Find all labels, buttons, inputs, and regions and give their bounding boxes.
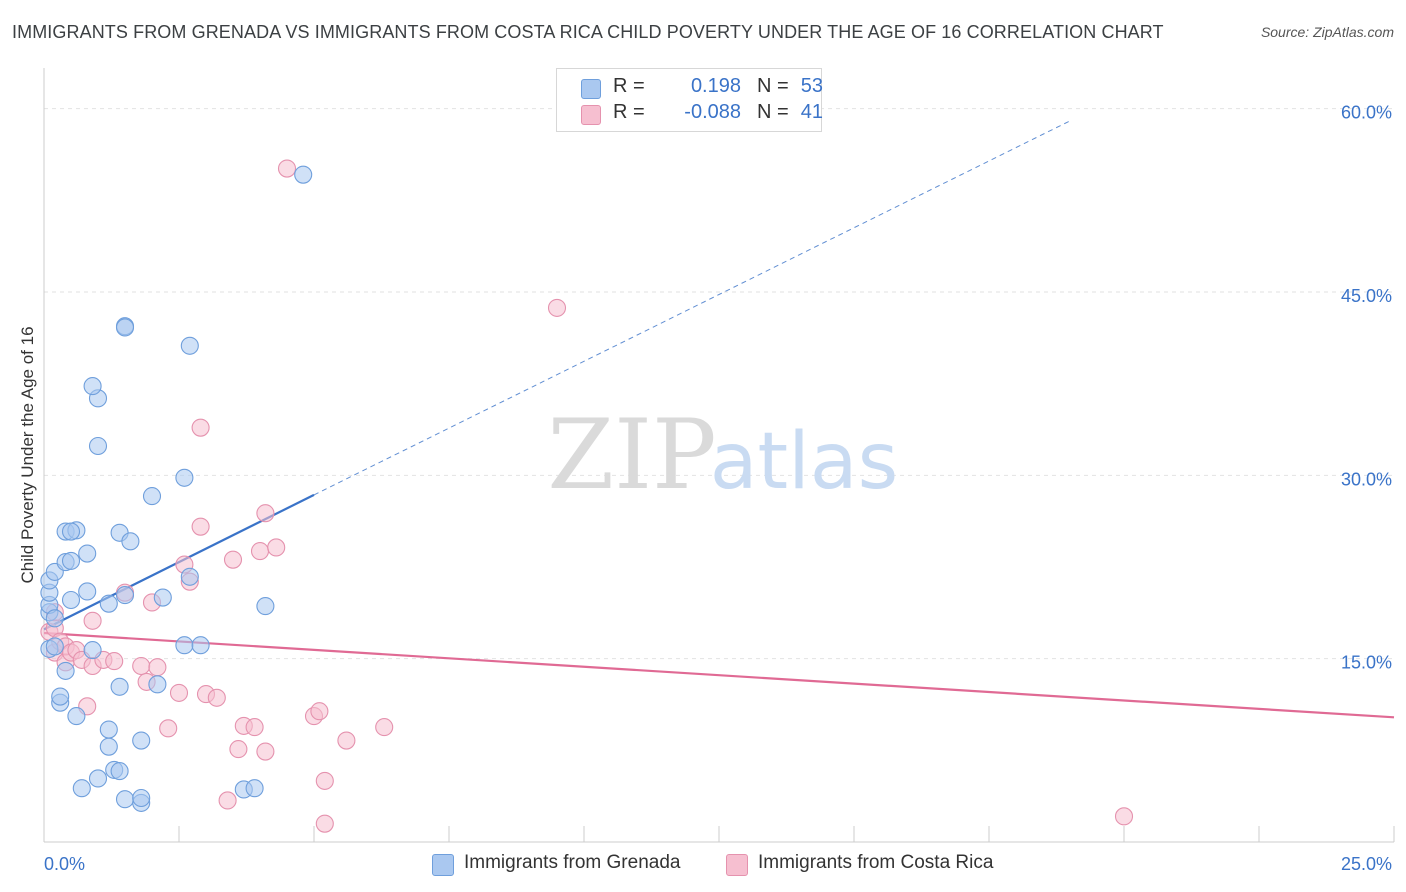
grenada-point <box>83 377 102 396</box>
watermark-zip: ZIP <box>547 399 716 511</box>
costa-rica-point <box>148 658 167 677</box>
y-tick-label: 15.0% <box>1341 653 1392 673</box>
grenada-point <box>121 532 140 551</box>
grenada-point <box>132 788 151 808</box>
costa-rica-point <box>547 298 567 317</box>
grenada-point <box>99 737 118 756</box>
grenada-point <box>61 590 81 610</box>
costa-rica-point <box>1114 807 1134 826</box>
costa-rica-point <box>375 718 394 737</box>
r-value: -0.088 <box>684 101 741 123</box>
costa-rica-point <box>105 652 124 671</box>
grenada-point <box>45 609 64 628</box>
grenada-point <box>191 636 210 655</box>
y-axis-label: Child Poverty Under the Age of 16 <box>18 326 37 584</box>
costa-rica-point <box>245 718 264 737</box>
grenada-point <box>256 597 275 616</box>
n-label: N = <box>757 101 789 123</box>
costa-rica-trend-line <box>43 631 1395 719</box>
grenada-point <box>180 336 199 355</box>
grenada-point <box>61 551 81 570</box>
costa-rica-point <box>207 688 226 707</box>
grenada-swatch <box>581 79 601 99</box>
gridlines <box>44 108 1394 660</box>
grenada-point <box>45 637 64 656</box>
grenada-point <box>67 707 86 726</box>
watermark-atlas: atlas <box>710 417 899 507</box>
grenada-point <box>294 165 313 184</box>
y-tick-label: 45.0% <box>1341 286 1392 306</box>
grenada-trend-extension <box>313 120 1071 496</box>
r-value: 0.198 <box>690 75 741 97</box>
costa-rica-point <box>229 740 248 759</box>
grenada-point <box>99 594 118 613</box>
grenada-point <box>175 468 194 487</box>
chart-title: IMMIGRANTS FROM GRENADA VS IMMIGRANTS FR… <box>12 22 1164 42</box>
y-tick-label: 60.0% <box>1341 103 1392 123</box>
grenada-point <box>88 436 108 456</box>
costa-rica-point <box>83 611 102 630</box>
costa-rica-point <box>315 771 334 790</box>
costa-rica-point <box>256 742 275 761</box>
costa-rica-point <box>267 538 286 557</box>
tick-labels: 15.0% 30.0% 45.0% 60.0% 0.0% 25.0% <box>44 103 1392 874</box>
legend: Immigrants from Grenada Immigrants from … <box>0 851 1406 879</box>
r-label: R = <box>613 75 645 97</box>
axes <box>43 68 1395 843</box>
grenada-legend-swatch <box>432 854 454 876</box>
costa-rica-point <box>132 656 151 676</box>
grenada-point <box>115 318 135 337</box>
n-value: 53 <box>800 75 823 97</box>
costa-rica-point <box>159 719 178 738</box>
costa-rica-swatch <box>581 105 601 125</box>
costa-rica-point <box>223 550 243 569</box>
r-label: R = <box>613 101 645 123</box>
grenada-point <box>56 661 75 680</box>
grenada-point <box>99 720 118 739</box>
stats-box: R = 0.198 N = 53 R = -0.088 N = 41 <box>556 68 823 132</box>
grenada-point <box>83 641 102 660</box>
grenada-point <box>115 790 135 809</box>
n-value: 41 <box>800 101 823 123</box>
data-points <box>40 159 1134 833</box>
legend-label: Immigrants from Costa Rica <box>758 852 994 873</box>
source-credit: Source: ZipAtlas.com <box>1260 24 1394 40</box>
grenada-point <box>245 779 264 798</box>
grenada-point <box>78 544 97 563</box>
watermark: ZIP atlas <box>547 399 898 511</box>
grenada-point <box>148 675 167 694</box>
costa-rica-point <box>250 542 270 561</box>
costa-rica-point <box>256 504 275 523</box>
costa-rica-point <box>191 517 210 536</box>
grenada-point <box>110 677 129 696</box>
grenada-point <box>110 762 129 781</box>
grenada-point <box>175 636 194 655</box>
costa-rica-point <box>277 159 297 178</box>
grenada-point <box>115 586 135 605</box>
x-tick-label: 25.0% <box>1341 854 1392 874</box>
costa-rica-point <box>169 683 189 702</box>
grenada-point <box>142 487 162 506</box>
grenada-point <box>132 731 151 750</box>
costa-rica-point <box>337 731 356 750</box>
costa-rica-point <box>310 702 329 721</box>
y-tick-label: 30.0% <box>1341 469 1392 489</box>
grenada-point <box>51 687 70 706</box>
grenada-point <box>88 769 108 788</box>
grenada-point <box>72 779 91 798</box>
x-tick-label: 0.0% <box>44 854 85 874</box>
legend-label: Immigrants from Grenada <box>464 852 681 873</box>
costa-rica-point <box>191 418 210 437</box>
costa-rica-point <box>218 791 237 810</box>
costa-rica-point <box>315 814 334 833</box>
grenada-point <box>153 588 172 607</box>
grenada-point <box>78 582 97 601</box>
n-label: N = <box>757 75 789 97</box>
grenada-point <box>61 522 81 541</box>
grenada-point <box>180 567 199 586</box>
costa-rica-legend-swatch <box>726 854 748 876</box>
